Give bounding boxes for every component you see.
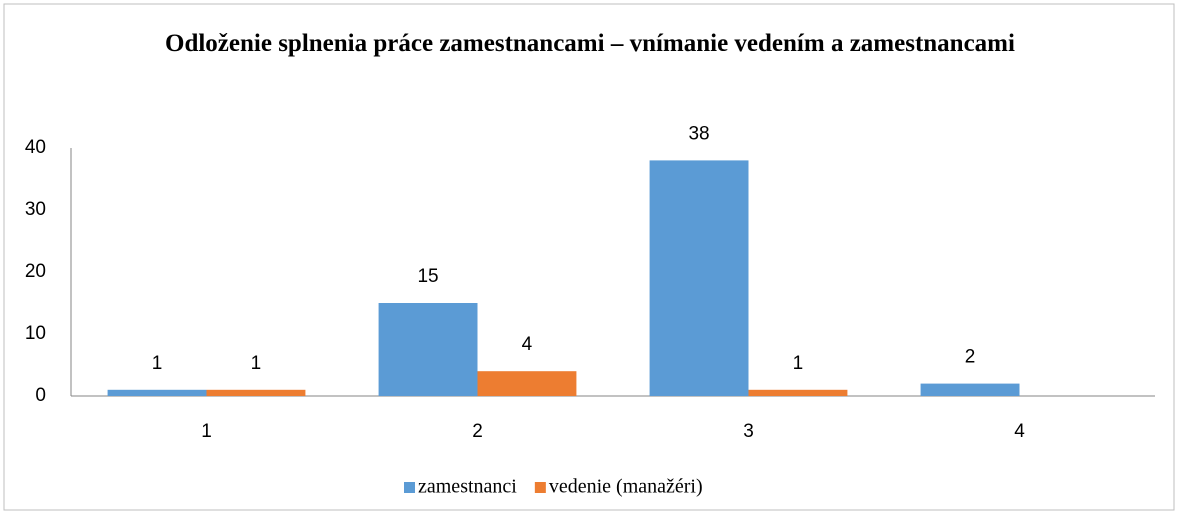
y-tick-label: 40	[25, 137, 46, 158]
x-tick-label: 3	[743, 421, 754, 442]
bar	[477, 371, 577, 396]
bar	[206, 389, 306, 396]
bar	[649, 160, 749, 396]
y-tick-label: 20	[25, 261, 46, 282]
x-tick-label: 4	[1014, 421, 1025, 442]
x-tick-label: 1	[201, 421, 212, 442]
bar	[920, 383, 1020, 396]
data-label: 4	[522, 334, 533, 355]
bar	[748, 389, 848, 396]
data-label: 1	[793, 353, 804, 374]
legend-swatch	[534, 482, 546, 493]
y-tick-label: 0	[35, 385, 46, 406]
chart-title: Odloženie splnenia práce zamestnancami –…	[165, 30, 1015, 57]
data-label: 1	[251, 353, 262, 374]
data-label: 1	[152, 353, 163, 374]
bar	[107, 389, 207, 396]
x-tick-label: 2	[472, 421, 483, 442]
legend-swatch	[404, 482, 415, 493]
data-label: 15	[417, 266, 438, 287]
y-tick-label: 30	[25, 199, 46, 220]
legend-label: zamestnanci	[418, 476, 517, 498]
data-label: 38	[688, 123, 709, 144]
legend-label: vedenie (manažéri)	[549, 476, 703, 498]
y-tick-label: 10	[25, 323, 46, 344]
bar	[378, 303, 478, 396]
data-label: 2	[965, 347, 976, 368]
chart-border	[3, 3, 1175, 511]
